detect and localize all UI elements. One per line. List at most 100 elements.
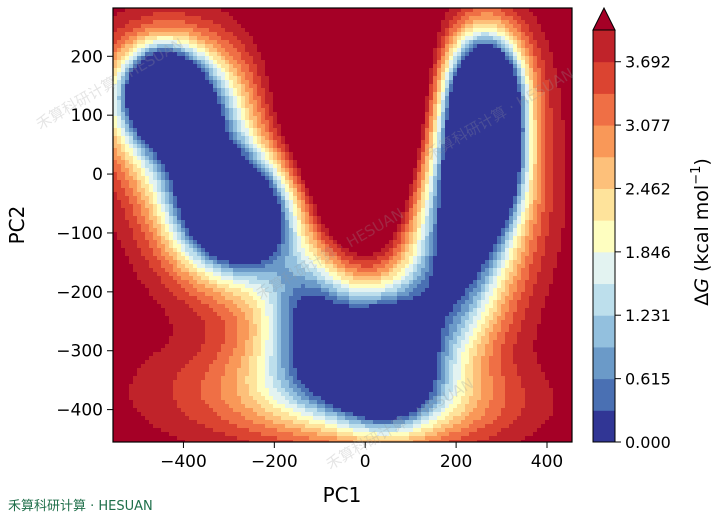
heatmap-cell [341,156,346,161]
heatmap-cell [481,148,486,153]
heatmap-cell [297,24,302,29]
heatmap-cell [141,88,146,93]
heatmap-cell [525,136,530,141]
heatmap-cell [153,160,158,165]
heatmap-cell [237,156,242,161]
heatmap-cell [513,168,518,173]
heatmap-cell [557,112,562,117]
heatmap-cell [145,36,150,41]
heatmap-cell [533,32,538,37]
heatmap-cell [289,124,294,129]
heatmap-cell [361,36,366,41]
heatmap-cell [357,84,362,89]
heatmap-cell [417,164,422,169]
heatmap-cell [333,100,338,105]
heatmap-cell [393,160,398,165]
heatmap-cell [285,20,290,25]
heatmap-cell [185,8,190,13]
heatmap-cell [185,36,190,41]
heatmap-cell [373,60,378,65]
heatmap-cell [513,152,518,157]
heatmap-cell [373,48,378,53]
heatmap-cell [193,96,198,101]
heatmap-cell [385,28,390,33]
heatmap-cell [569,40,574,45]
heatmap-cell [449,176,454,181]
heatmap-cell [413,72,418,77]
heatmap-cell [201,44,206,49]
heatmap-cell [193,120,198,125]
heatmap-cell [201,28,206,33]
heatmap-cell [513,60,518,65]
heatmap-cell [309,44,314,49]
heatmap-cell [373,8,378,13]
heatmap-cell [233,72,238,77]
heatmap-cell [309,48,314,53]
heatmap-cell [545,36,550,41]
heatmap-cell [257,160,262,165]
heatmap-cell [449,108,454,113]
heatmap-cell [277,96,282,101]
heatmap-cell [425,160,430,165]
heatmap-cell [517,72,522,77]
heatmap-cell [389,100,394,105]
heatmap-cell [533,24,538,29]
heatmap-cell [217,48,222,53]
heatmap-cell [261,164,266,169]
heatmap-cell [257,64,262,69]
heatmap-cell [529,156,534,161]
heatmap-cell [165,108,170,113]
heatmap-cell [185,96,190,101]
heatmap-cell [129,112,134,117]
heatmap-cell [113,96,118,101]
heatmap-cell [213,160,218,165]
heatmap-cell [245,76,250,81]
heatmap-cell [373,128,378,133]
heatmap-cell [197,48,202,53]
heatmap-cell [361,84,366,89]
heatmap-cell [197,132,202,137]
heatmap-cell [437,64,442,69]
heatmap-cell [145,160,150,165]
heatmap-cell [305,144,310,149]
heatmap-cell [521,156,526,161]
heatmap-cell [405,64,410,69]
heatmap-cell [185,144,190,149]
heatmap-cell [265,104,270,109]
heatmap-cell [557,156,562,161]
heatmap-cell [373,40,378,45]
heatmap-cell [293,124,298,129]
heatmap-cell [273,168,278,173]
heatmap-cell [481,36,486,41]
heatmap-cell [229,132,234,137]
heatmap-cell [505,36,510,41]
heatmap-cell [441,84,446,89]
heatmap-cell [549,112,554,117]
heatmap-cell [185,140,190,145]
heatmap-cell [177,8,182,13]
heatmap-cell [297,108,302,113]
heatmap-cell [165,8,170,13]
heatmap-cell [465,152,470,157]
heatmap-cell [553,116,558,121]
heatmap-cell [257,116,262,121]
heatmap-cell [561,100,566,105]
heatmap-cell [497,176,502,181]
heatmap-cell [293,56,298,61]
heatmap-cell [169,20,174,25]
heatmap-cell [353,152,358,157]
heatmap-cell [373,80,378,85]
heatmap-cell [337,120,342,125]
heatmap-cell [341,140,346,145]
heatmap-cell [457,120,462,125]
heatmap-cell [197,80,202,85]
heatmap-cell [517,116,522,121]
heatmap-cell [129,152,134,157]
heatmap-cell [305,32,310,37]
heatmap-cell [249,12,254,17]
heatmap-cell [401,128,406,133]
heatmap-cell [209,44,214,49]
heatmap-cell [337,128,342,133]
heatmap-cell [149,168,154,173]
heatmap-cell [121,156,126,161]
